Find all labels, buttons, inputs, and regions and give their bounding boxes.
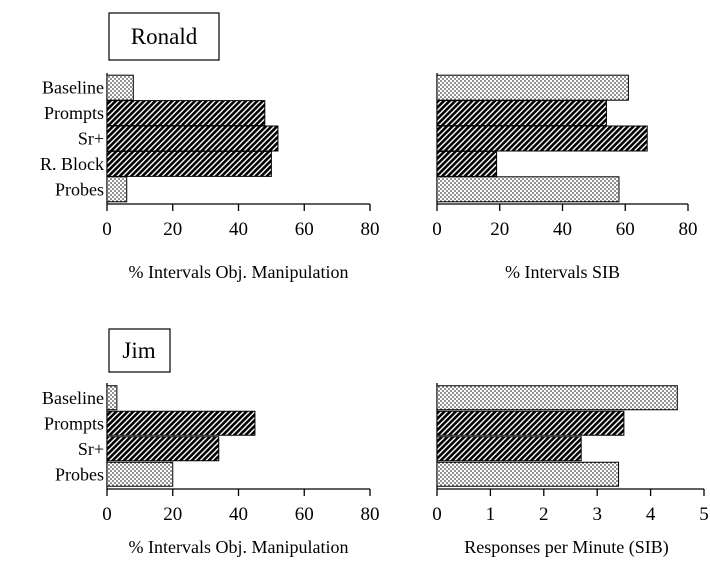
category-label: Probes (55, 464, 104, 484)
category-label: Baseline (42, 78, 104, 98)
x-axis-title: % Intervals Obj. Manipulation (129, 537, 349, 557)
x-axis-title: % Intervals SIB (505, 262, 620, 282)
bar-baseline (106, 74, 134, 101)
chart-ronald-object-manipulation: Baseline Prompts Sr+ R. Block Probes 0 20 40 60 8… (40, 73, 380, 282)
x-tick-label: 20 (163, 219, 182, 240)
bar-sr (106, 436, 220, 462)
category-label: Prompts (44, 413, 104, 433)
x-tick-label: 0 (432, 504, 442, 525)
bar-prompts (106, 410, 256, 436)
bar-baseline (436, 385, 678, 411)
x-axis-title: Responses per Minute (SIB) (464, 537, 668, 558)
x-tick-label: 20 (490, 219, 509, 240)
bar-r-block (106, 150, 272, 177)
bar-baseline (106, 385, 118, 411)
x-axis-title: % Intervals Obj. Manipulation (129, 262, 349, 282)
ronald-name-label: Ronald (131, 24, 198, 49)
x-tick-label: 80 (361, 504, 380, 525)
x-tick-label: 60 (295, 504, 314, 525)
x-tick-label: 5 (699, 504, 709, 525)
category-label: Prompts (44, 103, 104, 123)
x-tick-label: 40 (229, 219, 248, 240)
x-tick-label: 20 (163, 504, 182, 525)
jim-name-box: Jim (108, 328, 171, 373)
bar-prompts (436, 100, 607, 127)
bar-r-block (436, 150, 498, 177)
chart-jim-sib-rate: 0 1 2 3 4 5 Responses per Minute (SIB) (432, 383, 709, 558)
x-tick-label: 0 (432, 219, 442, 240)
bar-probes (436, 176, 620, 203)
x-tick-label: 1 (486, 504, 496, 525)
ronald-name-box: Ronald (108, 12, 220, 61)
bar-sr (106, 125, 279, 152)
x-tick-label: 3 (592, 504, 602, 525)
bar-sr (436, 436, 582, 462)
chart-ronald-sib: 0 20 40 60 80 % Intervals SIB (432, 73, 698, 282)
category-label: Sr+ (78, 439, 104, 459)
bar-probes (106, 176, 128, 203)
x-tick-label: 40 (229, 504, 248, 525)
category-label: Sr+ (78, 129, 104, 149)
bar-baseline (436, 74, 629, 101)
x-tick-label: 80 (361, 219, 380, 240)
x-tick-label: 2 (539, 504, 549, 525)
category-label: Probes (55, 179, 104, 199)
bar-prompts (106, 100, 266, 127)
jim-name-label: Jim (122, 338, 155, 363)
x-tick-label: 0 (102, 504, 112, 525)
x-tick-label: 60 (616, 219, 635, 240)
x-tick-label: 60 (295, 219, 314, 240)
category-label: Baseline (42, 388, 104, 408)
x-tick-label: 0 (102, 219, 112, 240)
x-tick-label: 80 (679, 219, 698, 240)
bar-probes (436, 461, 620, 487)
x-tick-label: 40 (553, 219, 572, 240)
x-tick-label: 4 (646, 504, 656, 525)
bar-sr (436, 125, 648, 152)
category-label: R. Block (40, 154, 104, 174)
bar-probes (106, 461, 174, 487)
chart-jim-object-manipulation: Baseline Prompts Sr+ Probes 0 20 40 60 80 % Inter… (42, 383, 380, 557)
bar-prompts (436, 410, 625, 436)
